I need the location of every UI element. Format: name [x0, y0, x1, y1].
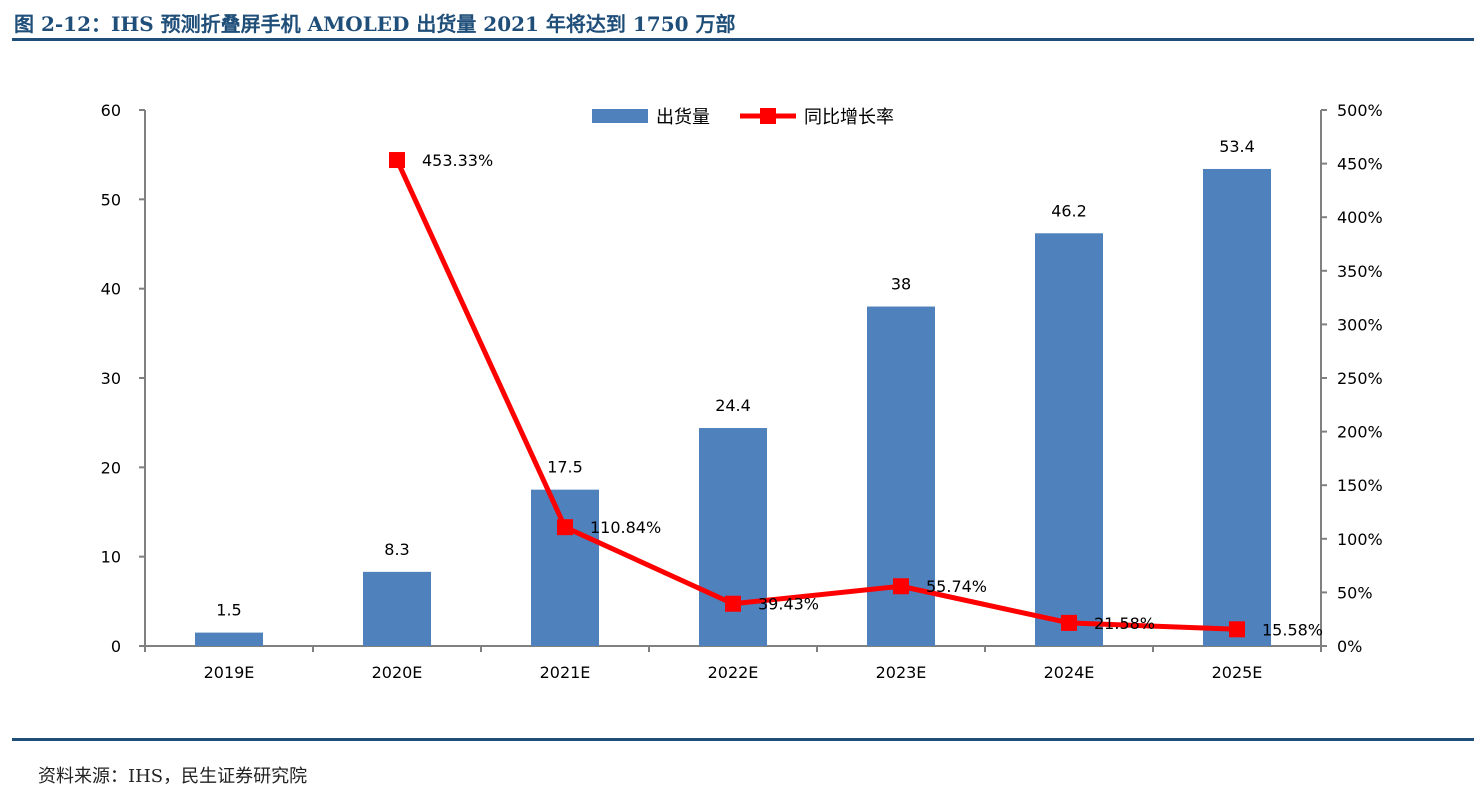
bar [1203, 168, 1271, 646]
bar [363, 571, 431, 646]
y-left-tick-label: 40 [101, 280, 121, 299]
line-data-label: 15.58% [1262, 620, 1323, 639]
line-data-label: 21.58% [1094, 614, 1155, 633]
bar-data-label: 1.5 [216, 601, 241, 620]
y-left-tick-label: 0 [111, 637, 121, 656]
y-left-tick-label: 30 [101, 369, 121, 388]
legend-line-label: 同比增长率 [804, 107, 894, 128]
legend-line-marker [760, 108, 776, 124]
line-point [725, 595, 741, 612]
y-left-tick-label: 50 [101, 190, 121, 209]
combo-chart: 0 10 20 30 40 50 60 0% 50% 100% 150% 200% 250% 300% 35… [101, 101, 1383, 682]
y-right-tick-label: 350% [1337, 262, 1383, 281]
legend-bar-swatch [592, 109, 648, 123]
y-right-tick-label: 500% [1337, 101, 1383, 120]
line-data-label: 453.33% [422, 151, 493, 170]
figure-title: 图 2-12：IHS 预测折叠屏手机 AMOLED 出货量 2021 年将达到 … [14, 12, 736, 36]
y-right-tick-label: 200% [1337, 423, 1383, 442]
y-right-tick-label: 150% [1337, 476, 1383, 495]
y-right-tick-label: 450% [1337, 155, 1383, 174]
x-tick-label: 2025E [1212, 663, 1263, 682]
growth-rate-line [394, 158, 1238, 632]
footer-divider [12, 738, 1474, 741]
source-note: 资料来源：IHS，民生证券研究院 [38, 766, 308, 787]
line-data-label: 110.84% [590, 518, 661, 537]
bar-data-label: 46.2 [1051, 201, 1087, 220]
y-right-tick-label: 100% [1337, 530, 1383, 549]
line-point [893, 578, 909, 595]
chart-area: 0 10 20 30 40 50 60 0% 50% 100% 150% 200% 250% 300% 35… [0, 70, 1483, 710]
y-left-tick-label: 60 [101, 101, 121, 120]
line-data-label: 39.43% [758, 595, 819, 614]
line-point [389, 152, 405, 169]
x-tick-label: 2019E [204, 663, 255, 682]
y-right-tick-label: 250% [1337, 369, 1383, 388]
line-point [557, 519, 573, 536]
bar [195, 632, 263, 646]
y-right-tick-label: 0% [1337, 637, 1362, 656]
bar-data-label: 38 [891, 275, 911, 294]
line-point [1229, 621, 1245, 638]
bar [1035, 233, 1103, 646]
x-tick-label: 2024E [1044, 663, 1095, 682]
line-point [1061, 614, 1077, 631]
y-right-tick-label: 300% [1337, 315, 1383, 334]
y-right-tick-label: 50% [1337, 583, 1373, 602]
bar [531, 489, 599, 646]
y-left-tick-label: 10 [101, 548, 121, 567]
y-left-tick-label: 20 [101, 458, 121, 477]
bar-data-label: 24.4 [715, 396, 751, 415]
bar-data-label: 53.4 [1219, 137, 1255, 156]
line-data-label: 55.74% [926, 577, 987, 596]
title-bar: 图 2-12：IHS 预测折叠屏手机 AMOLED 出货量 2021 年将达到 … [12, 4, 1474, 41]
bar [699, 428, 767, 646]
x-tick-label: 2021E [540, 663, 591, 682]
x-tick-label: 2020E [372, 663, 423, 682]
y-right-tick-label: 400% [1337, 208, 1383, 227]
bar [867, 306, 935, 646]
x-tick-label: 2022E [708, 663, 759, 682]
bar-data-label: 8.3 [384, 540, 409, 559]
bar-data-label: 17.5 [547, 458, 583, 477]
legend-bar-label: 出货量 [656, 107, 710, 128]
x-tick-label: 2023E [876, 663, 927, 682]
